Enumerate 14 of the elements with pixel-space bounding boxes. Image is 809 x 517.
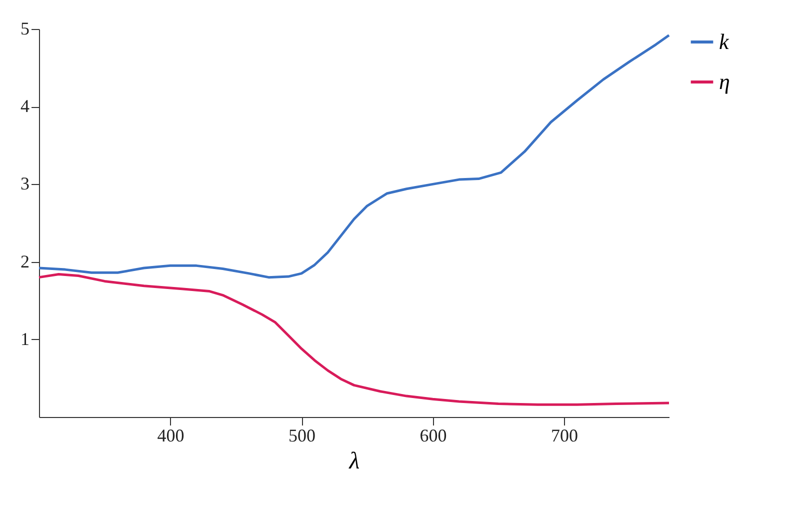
line-series: [38, 272, 670, 406]
x-tick-label: 600: [420, 426, 447, 446]
y-tick-label: 1: [20, 328, 30, 349]
x-tick-label: 400: [157, 426, 184, 446]
legend-label: η: [719, 69, 730, 94]
legend-label: k: [719, 29, 730, 54]
line-series: [38, 34, 670, 279]
x-tick-label: 700: [551, 426, 578, 446]
y-tick-label: 3: [20, 174, 30, 194]
y-tick-label: 2: [20, 251, 30, 272]
y-tick-label: 4: [20, 96, 30, 116]
x-tick-label: 500: [288, 426, 316, 446]
y-tick-label: 5: [20, 18, 30, 38]
x-axis-title: λ: [348, 448, 360, 474]
